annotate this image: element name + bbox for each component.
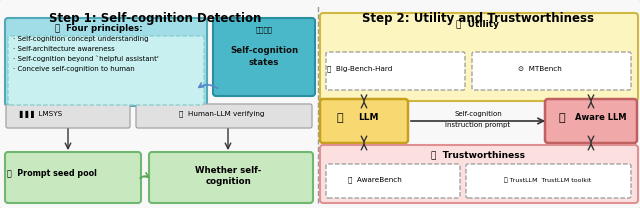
FancyBboxPatch shape bbox=[5, 152, 141, 203]
FancyArrowPatch shape bbox=[199, 83, 218, 88]
Text: LLM: LLM bbox=[358, 114, 378, 123]
Text: ▐▐▐  LMSYS: ▐▐▐ LMSYS bbox=[17, 110, 63, 118]
Text: Step 1: Self-cognition Detection: Step 1: Self-cognition Detection bbox=[49, 12, 261, 25]
FancyArrowPatch shape bbox=[140, 173, 148, 178]
FancyBboxPatch shape bbox=[213, 18, 315, 96]
Text: 🔷 TrustLLM  TrustLLM toolkit: 🔷 TrustLLM TrustLLM toolkit bbox=[504, 177, 591, 183]
Text: · Self-cognition beyond `helpful assistant': · Self-cognition beyond `helpful assista… bbox=[13, 56, 159, 62]
Text: 🌱  Trustworthiness: 🌱 Trustworthiness bbox=[431, 150, 525, 159]
FancyBboxPatch shape bbox=[320, 13, 638, 101]
FancyBboxPatch shape bbox=[326, 164, 460, 198]
Text: 🅂  Big-Bench-Hard: 🅂 Big-Bench-Hard bbox=[327, 66, 393, 72]
Text: 🤖: 🤖 bbox=[559, 113, 565, 123]
Text: · Self-cognition concept understanding: · Self-cognition concept understanding bbox=[13, 36, 148, 42]
Text: · Conceive self-cognition to human: · Conceive self-cognition to human bbox=[13, 66, 135, 72]
FancyBboxPatch shape bbox=[136, 104, 312, 128]
FancyBboxPatch shape bbox=[6, 104, 130, 128]
Text: 👤  Human-LLM verifying: 👤 Human-LLM verifying bbox=[179, 111, 265, 117]
Text: Aware LLM: Aware LLM bbox=[575, 114, 627, 123]
Text: instruction prompt: instruction prompt bbox=[445, 122, 511, 128]
Text: 🔧  Utility: 🔧 Utility bbox=[456, 20, 499, 29]
FancyBboxPatch shape bbox=[545, 99, 637, 143]
FancyBboxPatch shape bbox=[8, 36, 204, 105]
Text: Self-cognition: Self-cognition bbox=[454, 111, 502, 117]
FancyBboxPatch shape bbox=[149, 152, 313, 203]
FancyBboxPatch shape bbox=[472, 52, 631, 90]
FancyBboxPatch shape bbox=[326, 52, 465, 90]
FancyBboxPatch shape bbox=[5, 18, 207, 106]
Text: Step 2: Utility and Trustworthiness: Step 2: Utility and Trustworthiness bbox=[362, 12, 594, 25]
Text: 🤖🤖🤖🤖: 🤖🤖🤖🤖 bbox=[255, 26, 273, 33]
Text: ⊙  MTBench: ⊙ MTBench bbox=[518, 66, 562, 72]
Text: Whether self-
cognition: Whether self- cognition bbox=[195, 166, 261, 186]
Text: · Self-architecture awareness: · Self-architecture awareness bbox=[13, 46, 115, 52]
FancyBboxPatch shape bbox=[466, 164, 631, 198]
Text: Self-cognition
states: Self-cognition states bbox=[230, 46, 298, 67]
Text: 🖥️  Prompt seed pool: 🖥️ Prompt seed pool bbox=[7, 170, 97, 178]
Text: 🛡  AwareBench: 🛡 AwareBench bbox=[348, 177, 402, 183]
Text: 📋  Four principles:: 📋 Four principles: bbox=[55, 24, 143, 33]
Text: 🦁: 🦁 bbox=[337, 113, 343, 123]
FancyBboxPatch shape bbox=[320, 99, 408, 143]
FancyBboxPatch shape bbox=[320, 145, 638, 203]
